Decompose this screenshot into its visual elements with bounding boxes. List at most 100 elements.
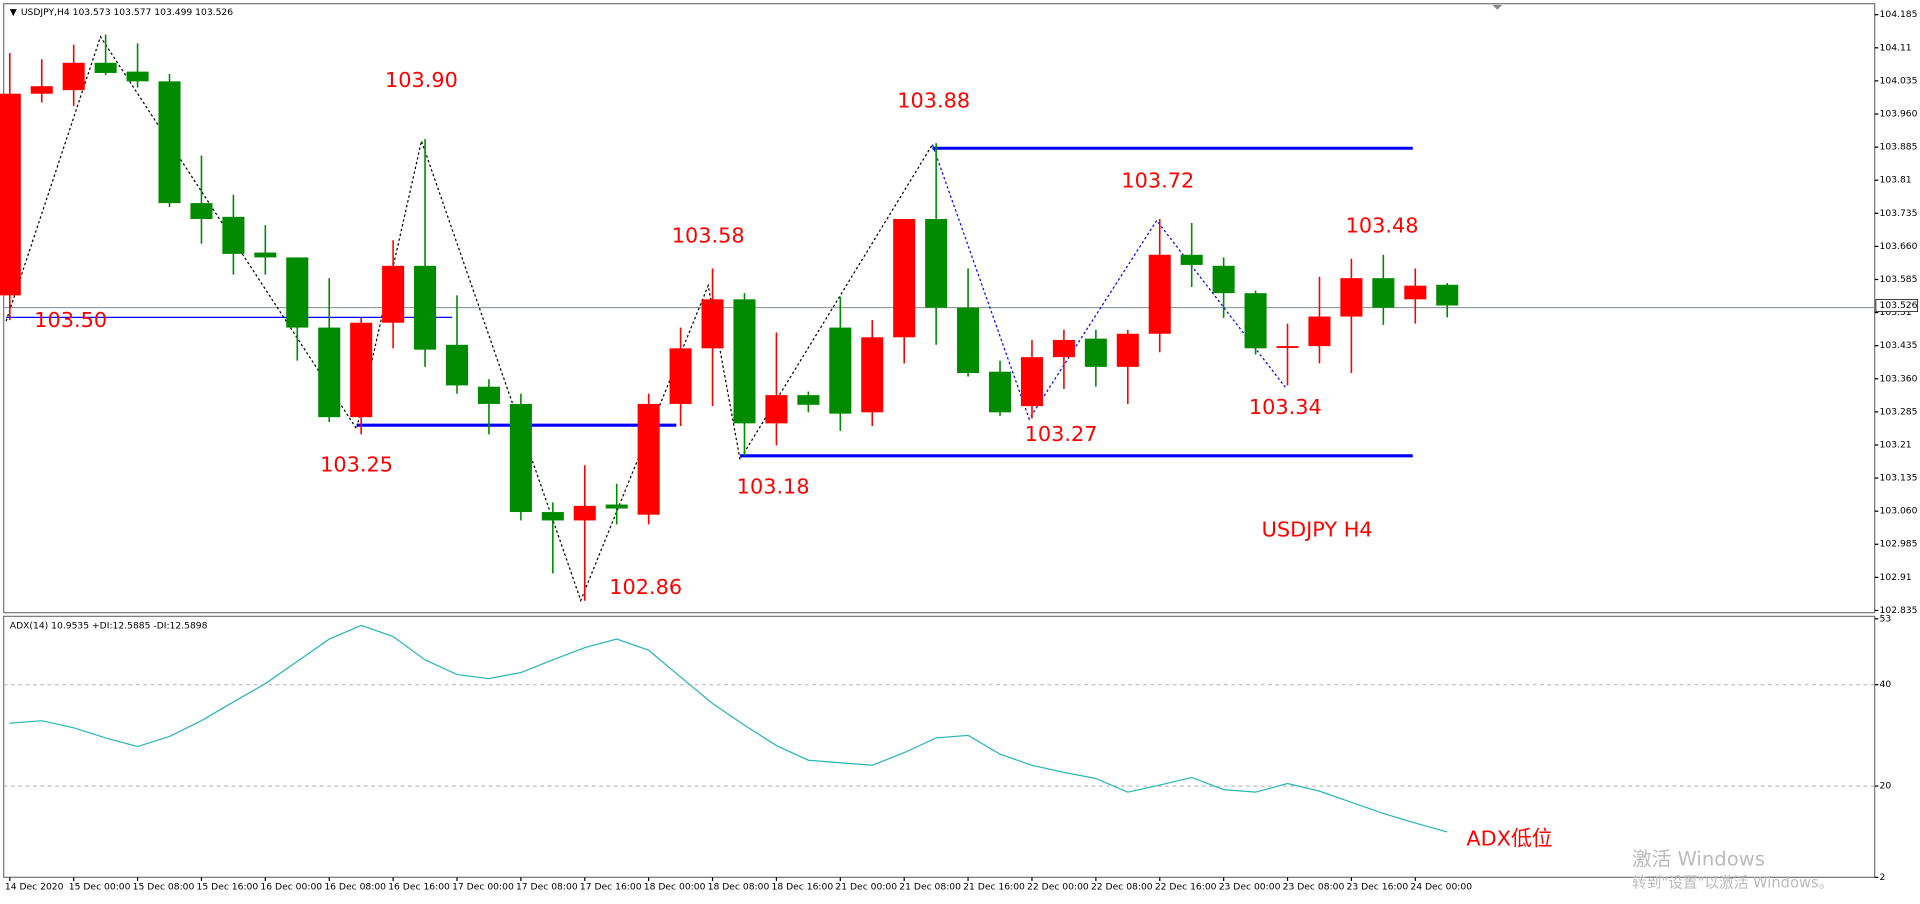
candle-body (573, 505, 596, 521)
x-tick-label: 23 Dec 00:00 (1219, 882, 1281, 893)
x-tick-label: 23 Dec 08:00 (1283, 882, 1345, 893)
chart-title: USDJPY,H4 103.573 103.577 103.499 103.52… (21, 7, 233, 18)
candle-body (254, 252, 277, 258)
annotation: 103.25 (320, 453, 393, 477)
candle-body (989, 371, 1012, 413)
annotation: 103.18 (737, 475, 810, 499)
candle-body (1020, 357, 1043, 407)
candle-body (414, 265, 437, 350)
watermark: 激活 Windows (1632, 848, 1765, 871)
candle-body (1276, 346, 1299, 348)
x-tick-label: 16 Dec 08:00 (324, 882, 386, 893)
x-tick-label: 15 Dec 00:00 (69, 882, 131, 893)
y-tick-label: 104.11 (1880, 42, 1912, 53)
candle-body (637, 403, 660, 515)
candle-body (94, 62, 117, 73)
candle-body (445, 344, 469, 386)
candle-body (701, 299, 724, 349)
y-tick-label: 103.51 (1880, 307, 1912, 318)
y-tick-label: 102.835 (1880, 605, 1918, 616)
y-tick-label: 103.21 (1880, 439, 1912, 450)
y-tick-label: 2 (1880, 872, 1886, 883)
candle-body (1180, 254, 1203, 265)
x-tick-label: 21 Dec 08:00 (899, 882, 961, 893)
annotation: 102.86 (609, 575, 682, 599)
adx-panel (3, 615, 1876, 878)
candle-body (893, 219, 916, 338)
x-tick-label: 18 Dec 16:00 (772, 882, 834, 893)
x-tick-label: 21 Dec 00:00 (835, 882, 897, 893)
chart-title: ▼ (10, 7, 18, 18)
candle-body (1404, 285, 1427, 300)
x-tick-label: 23 Dec 16:00 (1346, 882, 1408, 893)
y-tick-label: 103.960 (1880, 108, 1918, 119)
y-tick-label: 103.885 (1880, 142, 1918, 153)
candle-body (222, 216, 245, 254)
candle-body (957, 307, 980, 374)
zigzag (5, 35, 933, 603)
zigzag-blue (931, 144, 1286, 421)
price-marker-label: 103.526 (1880, 300, 1918, 311)
watermark: 转到"设置"以激活 Windows。 (1632, 874, 1833, 891)
annotation: USDJPY H4 (1262, 518, 1373, 542)
y-tick-label: 103.135 (1880, 473, 1918, 484)
x-tick-label: 22 Dec 16:00 (1155, 882, 1217, 893)
y-tick-label: 40 (1880, 679, 1892, 690)
candle-body (286, 257, 309, 328)
annotation: 103.48 (1346, 214, 1419, 238)
candle-body (765, 395, 788, 424)
y-tick-label: 103.360 (1880, 373, 1918, 384)
candle-body (509, 403, 532, 513)
annotation: 103.34 (1249, 395, 1322, 419)
candle-body (733, 299, 756, 424)
x-tick-label: 15 Dec 16:00 (197, 882, 259, 893)
x-tick-label: 17 Dec 16:00 (580, 882, 642, 893)
candle-body (1244, 293, 1267, 349)
candle-body (1308, 316, 1331, 347)
candle-body (318, 327, 341, 418)
x-tick-label: 22 Dec 00:00 (1027, 882, 1089, 893)
x-tick-label: 18 Dec 08:00 (708, 882, 770, 893)
candle-body (797, 395, 820, 405)
annotation: 103.72 (1121, 168, 1194, 192)
y-tick-label: 104.185 (1880, 9, 1918, 20)
y-tick-label: 102.91 (1880, 572, 1912, 583)
annotation: 103.58 (672, 223, 745, 247)
x-tick-label: 17 Dec 00:00 (452, 882, 514, 893)
candle-body (861, 337, 884, 413)
candle-body (1052, 339, 1075, 358)
candle-body (1212, 265, 1235, 294)
y-tick-label: 53 (1880, 613, 1892, 624)
candle-body (1436, 284, 1459, 306)
annotation: 103.50 (34, 308, 107, 332)
candle-body (0, 93, 21, 296)
candle-body (158, 81, 181, 204)
candle-body (1084, 338, 1107, 367)
candle-body (669, 348, 692, 404)
candle-body (541, 512, 564, 521)
candle-body (30, 86, 53, 94)
candle-body (829, 327, 852, 414)
x-tick-label: 24 Dec 00:00 (1410, 882, 1472, 893)
y-tick-label: 103.060 (1880, 506, 1918, 517)
y-tick-label: 20 (1880, 781, 1892, 792)
candle-body (126, 71, 149, 82)
price-marker (1875, 299, 1918, 313)
indicator-title: ADX(14) 10.9535 +DI:12.5885 -DI:12.5898 (10, 621, 208, 632)
candle-body (1372, 278, 1395, 308)
annotation: 103.88 (897, 89, 970, 113)
candle-body (350, 322, 373, 418)
y-tick-label: 103.735 (1880, 208, 1918, 219)
y-tick-label: 104.035 (1880, 75, 1918, 86)
x-tick-label: 18 Dec 00:00 (644, 882, 706, 893)
adx-line (9, 624, 1448, 833)
candle-body (605, 504, 628, 509)
y-tick-label: 103.285 (1880, 406, 1918, 417)
x-tick-label: 21 Dec 16:00 (963, 882, 1025, 893)
candle-body (62, 62, 85, 91)
annotation: 103.90 (385, 68, 458, 92)
y-tick-label: 103.585 (1880, 274, 1918, 285)
x-tick-label: 17 Dec 08:00 (516, 882, 578, 893)
